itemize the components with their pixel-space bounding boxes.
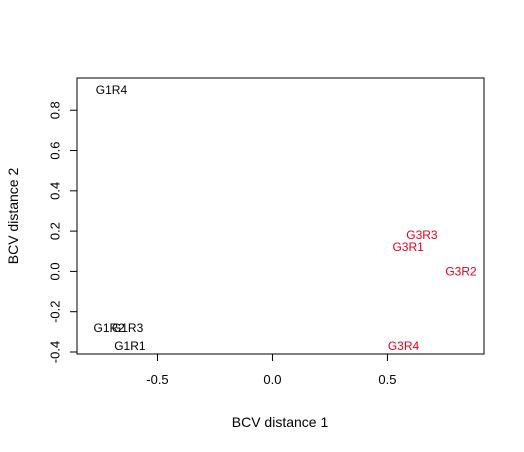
x-tick-label: 0.5	[378, 372, 396, 387]
point-label-g3r2: G3R2	[445, 264, 477, 278]
x-tick-label: 0.0	[263, 372, 281, 387]
y-tick-label: -0.2	[48, 300, 63, 322]
point-label-g1r1: G1R1	[114, 339, 146, 353]
y-tick-label: 0.0	[48, 262, 63, 280]
point-label-g1r4: G1R4	[96, 83, 128, 97]
y-tick-label: 0.6	[48, 141, 63, 159]
point-label-g3r4: G3R4	[388, 339, 420, 353]
x-axis: -0.5 0.0 0.5	[146, 354, 396, 387]
y-tick-label: 0.2	[48, 222, 63, 240]
point-label-g3r1: G3R1	[392, 240, 424, 254]
x-tick-label: -0.5	[146, 372, 168, 387]
y-tick-label: -0.4	[48, 341, 63, 363]
y-tick-label: 0.8	[48, 101, 63, 119]
point-label-g1r3: G1R3	[112, 321, 144, 335]
y-axis-title: BCV distance 2	[5, 168, 21, 265]
y-tick-label: 0.4	[48, 182, 63, 200]
plot-frame	[77, 78, 484, 354]
x-axis-title: BCV distance 1	[232, 414, 329, 430]
y-axis: -0.4 -0.2 0.0 0.2 0.4 0.6 0.8	[48, 101, 78, 363]
